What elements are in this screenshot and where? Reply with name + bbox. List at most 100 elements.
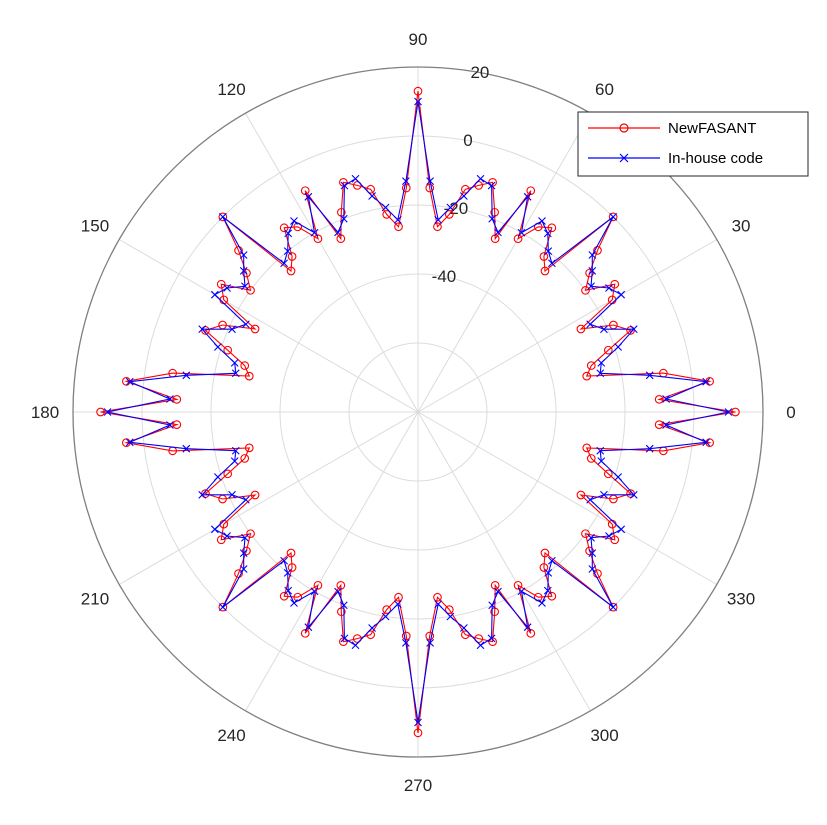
data-point — [250, 324, 260, 334]
data-point — [283, 568, 292, 577]
theta-tick-label: 240 — [217, 726, 245, 745]
data-point — [351, 174, 360, 183]
data-point — [724, 408, 733, 416]
data-point — [96, 407, 105, 417]
data-point — [702, 377, 711, 386]
data-point — [223, 532, 231, 540]
data-point — [538, 217, 546, 225]
data-point — [210, 525, 219, 534]
data-point — [313, 234, 323, 244]
data-point — [629, 490, 638, 499]
data-point — [600, 325, 608, 334]
data-point — [605, 532, 613, 540]
data-point — [614, 343, 623, 351]
theta-tick-labels: 0 30 60 90 120 150 180 210 240 270 300 330 — [31, 30, 796, 795]
data-point — [198, 325, 207, 334]
data-point — [216, 279, 226, 289]
polar-grid — [72, 66, 764, 758]
data-point — [393, 600, 402, 609]
data-point — [368, 624, 376, 632]
r-tick-label: -40 — [432, 267, 457, 286]
data-point — [548, 556, 556, 565]
data-point — [280, 556, 288, 565]
data-point — [402, 638, 410, 647]
r-tick-labels: -40 -20 0 20 — [432, 63, 490, 286]
data-point — [218, 602, 228, 612]
theta-tick-label: 150 — [81, 217, 109, 236]
data-point — [587, 282, 595, 291]
data-point — [488, 214, 497, 223]
data-point — [540, 548, 550, 558]
data-point — [596, 446, 605, 455]
data-point — [166, 421, 174, 429]
data-point — [444, 210, 454, 219]
data-point — [581, 285, 590, 295]
data-point — [279, 223, 289, 233]
data-point — [488, 601, 497, 610]
data-point — [608, 602, 618, 612]
r-tick-label: 0 — [463, 131, 472, 150]
data-point — [539, 563, 549, 572]
data-point — [381, 612, 390, 621]
data-point — [513, 580, 523, 590]
data-point — [228, 490, 236, 499]
data-point — [283, 247, 292, 256]
data-point — [339, 214, 348, 223]
data-point — [603, 345, 613, 355]
data-point — [382, 605, 392, 614]
data-point — [286, 548, 296, 558]
theta-tick-label: 270 — [404, 776, 432, 795]
data-point — [654, 395, 664, 404]
data-point — [413, 728, 423, 738]
data-point — [287, 563, 297, 572]
data-point — [198, 490, 207, 499]
data-point — [402, 177, 410, 186]
data-point — [172, 420, 182, 429]
data-point — [228, 325, 236, 334]
data-point — [393, 215, 402, 224]
data-point — [425, 183, 435, 193]
data-point — [585, 268, 594, 278]
data-point — [460, 630, 470, 640]
theta-grid-spoke — [417, 112, 591, 413]
data-point — [413, 86, 423, 96]
theta-tick-label: 330 — [727, 590, 755, 609]
data-point — [426, 638, 434, 647]
data-point — [576, 490, 586, 500]
data-point — [313, 580, 323, 590]
data-point — [609, 603, 618, 612]
data-point — [426, 177, 434, 186]
data-point — [617, 290, 626, 299]
data-point — [340, 634, 349, 643]
theta-tick-label: 90 — [409, 30, 428, 49]
data-point — [548, 259, 556, 268]
r-tick-label: -20 — [444, 199, 469, 218]
data-point — [244, 371, 254, 381]
data-point — [446, 203, 455, 212]
data-point — [244, 443, 254, 453]
data-point — [290, 599, 298, 607]
data-point — [581, 529, 590, 539]
data-point — [654, 420, 664, 429]
data-point — [588, 266, 597, 275]
data-point — [218, 212, 228, 222]
data-point — [287, 252, 297, 261]
data-point — [240, 454, 250, 463]
data-point — [513, 234, 523, 244]
data-point — [366, 630, 376, 640]
data-point — [587, 533, 595, 542]
data-point — [597, 457, 606, 465]
data-point — [609, 212, 618, 221]
data-point — [242, 546, 251, 556]
data-point — [517, 587, 526, 596]
data-point — [239, 266, 248, 275]
data-point — [241, 495, 250, 504]
data-point — [213, 343, 222, 351]
data-point — [125, 377, 134, 386]
data-point — [586, 361, 596, 370]
data-point — [526, 628, 536, 638]
data-point — [731, 407, 740, 417]
data-point — [585, 546, 594, 556]
data-point — [218, 603, 227, 612]
